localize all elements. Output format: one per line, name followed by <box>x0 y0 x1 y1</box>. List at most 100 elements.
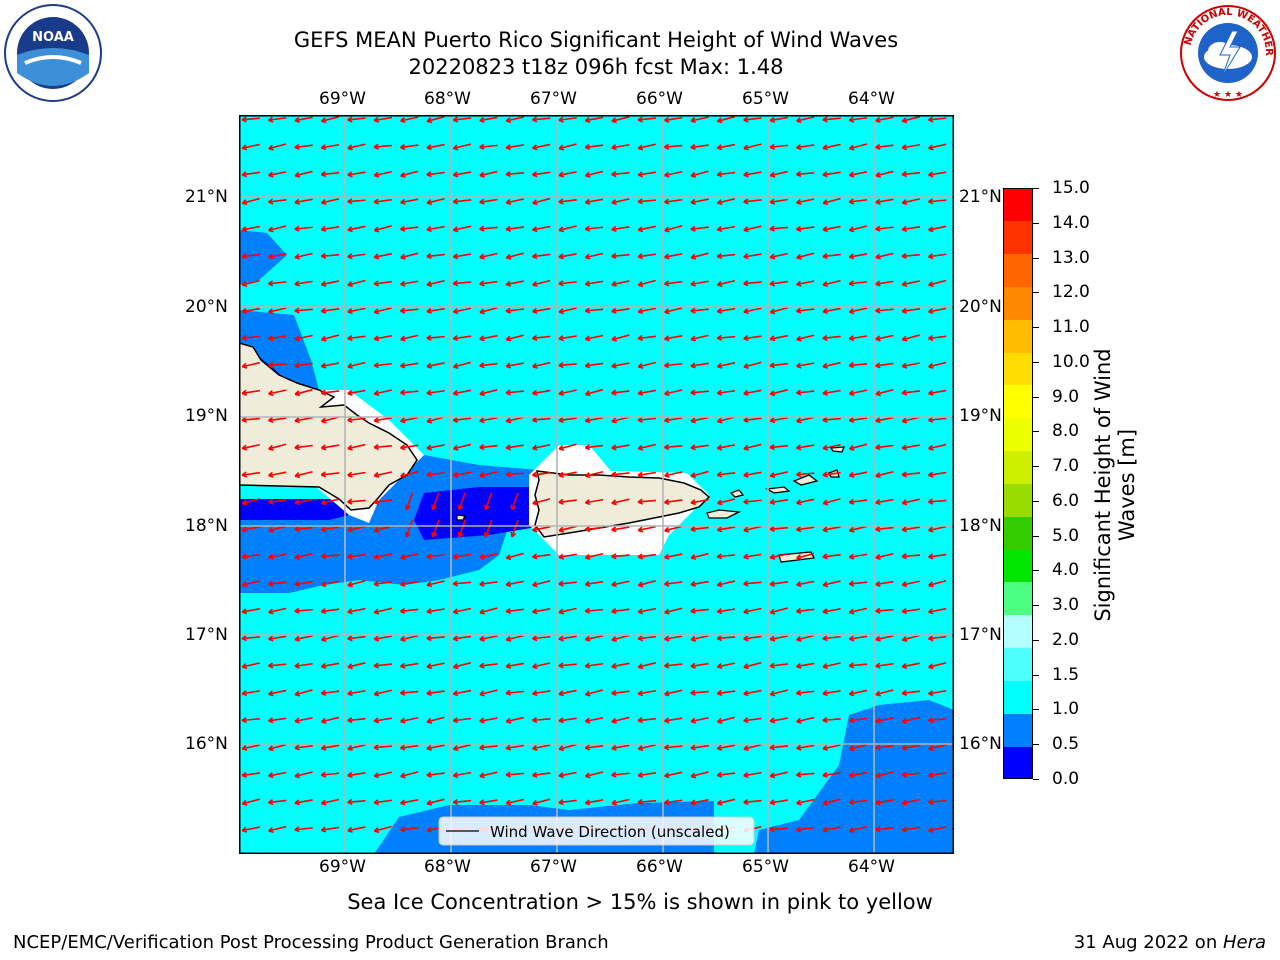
lon-label-top: 67°W <box>530 89 577 109</box>
wave-direction-arrow <box>690 662 709 669</box>
wave-direction-arrow <box>320 580 340 588</box>
colorbar-tick-mark <box>1033 744 1039 746</box>
wave-direction-arrow <box>928 771 947 779</box>
wave-direction-arrow <box>373 635 393 642</box>
colorbar-tick-mark <box>1033 570 1039 572</box>
wave-direction-arrow <box>743 743 762 752</box>
wave-direction-arrow <box>532 253 551 260</box>
wave-direction-arrow <box>796 607 815 615</box>
wave-direction-arrow <box>532 143 551 151</box>
wave-direction-arrow <box>558 607 577 615</box>
wave-direction-arrow <box>373 471 392 478</box>
wave-direction-arrow <box>399 689 419 696</box>
wave-direction-arrow <box>611 798 630 806</box>
wave-direction-arrow <box>716 526 736 533</box>
wave-direction-arrow <box>558 416 577 424</box>
wave-direction-arrow <box>426 553 445 560</box>
colorbar-segment <box>1003 385 1033 419</box>
wave-direction-arrow <box>452 389 472 396</box>
wave-direction-arrow <box>637 744 656 752</box>
wave-direction-arrow <box>795 170 815 178</box>
wave-direction-arrow <box>400 634 419 642</box>
wave-direction-arrow <box>584 334 604 342</box>
wave-direction-arrow <box>558 498 577 505</box>
wave-direction-arrow <box>716 798 736 806</box>
wave-direction-arrow <box>373 252 392 260</box>
wave-direction-arrow <box>928 553 947 560</box>
wave-direction-arrow <box>611 471 630 478</box>
wave-direction-arrow <box>426 689 445 697</box>
wave-direction-arrow <box>928 635 947 642</box>
wave-direction-arrow <box>452 771 472 779</box>
wave-direction-arrow <box>426 471 445 478</box>
wave-direction-arrow <box>928 689 947 697</box>
wave-direction-arrow <box>796 798 815 806</box>
colorbar-tick: 1.5 <box>1052 664 1080 685</box>
wave-direction-arrow <box>822 608 841 615</box>
colorbar-tick-mark <box>1033 188 1039 189</box>
wave-direction-arrow <box>611 416 630 424</box>
wave-direction-arrow <box>426 171 445 178</box>
wave-direction-arrow <box>452 443 472 451</box>
colorbar-segment <box>1003 483 1033 517</box>
colorbar-tick-mark <box>1033 396 1039 398</box>
wave-direction-arrow <box>400 444 419 451</box>
wave-direction-arrow <box>822 826 841 833</box>
wave-direction-arrow <box>769 334 788 342</box>
lon-label-bottom: 67°W <box>530 857 577 877</box>
wave-direction-arrow <box>584 799 604 806</box>
wave-direction-arrow <box>268 253 287 260</box>
map-subtitle: 20220823 t18z 096h fcst Max: 1.48 <box>408 55 784 79</box>
wave-direction-arrow <box>505 144 525 151</box>
wave-direction-arrow <box>320 471 340 478</box>
wave-direction-arrow <box>479 799 498 806</box>
wind-wave-arrows <box>241 115 947 834</box>
wave-direction-arrow <box>875 280 894 287</box>
wave-direction-arrow <box>347 717 366 724</box>
wave-direction-arrow <box>426 771 445 778</box>
colorbar-segment <box>1003 188 1033 222</box>
lat-label-right: 17°N <box>959 625 1002 645</box>
colorbar-segment <box>1003 417 1033 452</box>
wave-direction-arrow <box>426 362 445 369</box>
wave-direction-arrow <box>347 171 366 178</box>
wave-direction-arrow <box>479 225 498 232</box>
wave-direction-arrow <box>373 170 392 178</box>
wave-direction-arrow <box>373 553 392 560</box>
wave-direction-arrow <box>479 444 498 451</box>
wave-direction-arrow <box>664 607 683 615</box>
wave-direction-arrow <box>584 552 604 560</box>
colorbar-segment <box>1003 286 1033 320</box>
wave-direction-arrow <box>875 444 894 451</box>
wave-direction-arrow <box>532 744 551 751</box>
wave-direction-arrow <box>769 607 788 615</box>
wave-direction-arrow <box>241 225 260 233</box>
wave-direction-arrow <box>505 662 525 669</box>
wave-direction-arrow <box>400 143 419 151</box>
wave-direction-arrow <box>928 225 947 233</box>
wave-direction-arrow <box>822 334 841 342</box>
colorbar-tick-mark <box>1033 222 1039 224</box>
wave-direction-arrow <box>743 171 762 178</box>
wave-direction-arrow <box>479 662 498 669</box>
colorbar-segment <box>1003 516 1033 550</box>
wave-direction-arrow <box>690 580 709 588</box>
wave-direction-arrow <box>743 198 762 205</box>
wave-direction-arrow <box>796 116 815 124</box>
wave-direction-arrow <box>928 662 947 670</box>
wave-direction-arrow <box>848 443 868 451</box>
lon-label-bottom: 66°W <box>636 857 683 877</box>
wave-direction-arrow <box>716 635 736 642</box>
wave-direction-arrow <box>479 416 498 424</box>
wave-direction-arrow <box>294 498 313 506</box>
wave-direction-arrow <box>716 689 736 697</box>
wave-direction-arrow <box>294 416 313 424</box>
wave-direction-arrow <box>769 525 789 533</box>
wave-direction-arrow <box>690 280 709 287</box>
wave-direction-arrow <box>268 198 287 205</box>
land-small-islands <box>456 446 845 563</box>
wave-direction-arrow <box>294 826 313 833</box>
wave-direction-arrow <box>294 744 313 751</box>
wave-direction-arrow <box>268 553 287 560</box>
wave-direction-arrow <box>690 798 709 806</box>
